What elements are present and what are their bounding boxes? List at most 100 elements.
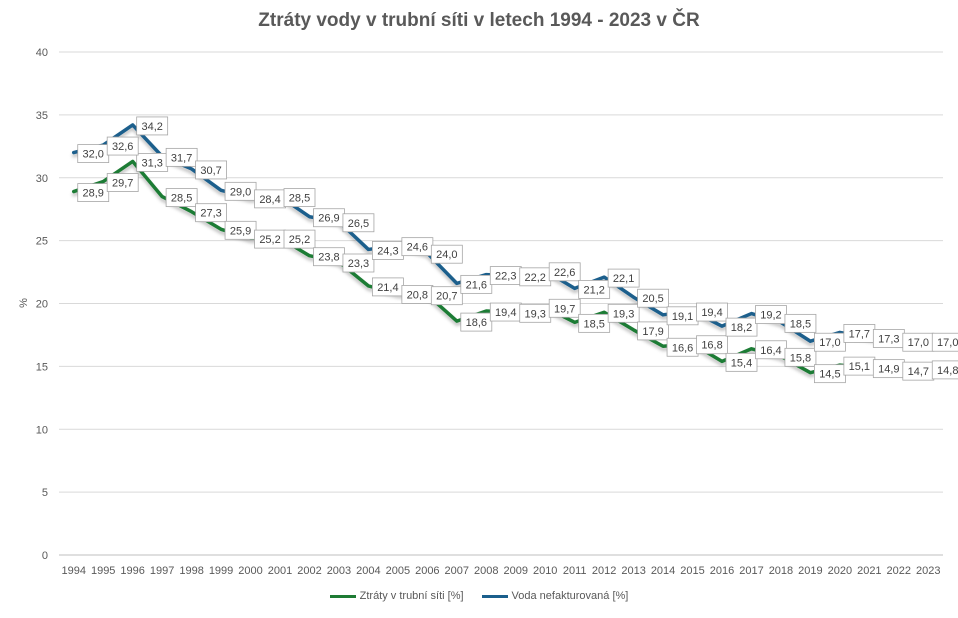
data-label-text: 22,3 xyxy=(495,271,516,283)
legend-swatch xyxy=(329,594,356,598)
y-tick-label: 0 xyxy=(42,550,48,562)
y-tick-label: 5 xyxy=(42,487,48,499)
data-label-text: 15,4 xyxy=(731,357,752,369)
data-label: 14,5 xyxy=(814,364,846,384)
data-label: 16,8 xyxy=(696,335,728,355)
data-label-text: 20,5 xyxy=(642,293,663,305)
x-tick-label: 2019 xyxy=(798,565,822,577)
data-label: 31,7 xyxy=(165,147,198,167)
x-tick-label: 2011 xyxy=(563,565,587,577)
data-label-text: 30,7 xyxy=(200,165,221,177)
data-label: 21,2 xyxy=(578,280,611,299)
x-tick-label: 2002 xyxy=(297,565,321,577)
data-label: 14,9 xyxy=(872,359,905,379)
data-label: 20,7 xyxy=(430,286,463,306)
legend-label: Voda nefakturovaná [%] xyxy=(511,590,629,602)
legend: Ztráty v trubní síti [%] Voda nefakturova… xyxy=(0,590,958,602)
data-label: 25,2 xyxy=(254,229,286,249)
data-label-text: 18,6 xyxy=(466,317,487,329)
data-label: 30,7 xyxy=(195,160,228,180)
data-label-box xyxy=(578,280,611,299)
data-label-text: 27,3 xyxy=(200,208,221,220)
y-tick-label: 35 xyxy=(36,110,48,122)
x-tick-label: 1997 xyxy=(150,565,174,577)
data-label-box xyxy=(607,268,640,288)
data-label-text: 19,3 xyxy=(525,308,546,320)
legend-item: Ztráty v trubní síti [%] xyxy=(329,590,464,602)
x-tick-label: 1996 xyxy=(120,565,144,577)
data-label-box xyxy=(195,160,228,180)
data-label: 32,0 xyxy=(77,144,110,164)
data-label: 14,7 xyxy=(902,361,935,381)
x-tick-label: 2020 xyxy=(828,565,852,577)
data-label-box xyxy=(430,244,463,264)
data-label-text: 23,3 xyxy=(348,258,369,270)
x-tick-label: 1999 xyxy=(209,565,233,577)
data-label-text: 29,7 xyxy=(112,178,133,190)
legend-swatch xyxy=(481,594,508,598)
data-label-text: 34,2 xyxy=(141,121,162,133)
data-label-text: 31,7 xyxy=(171,152,192,164)
data-label-text: 17,0 xyxy=(908,337,929,349)
data-label-box xyxy=(548,298,581,318)
data-label-box xyxy=(931,332,958,352)
data-label-box xyxy=(342,253,375,273)
data-label: 22,3 xyxy=(489,266,522,285)
data-label: 22,6 xyxy=(548,262,581,282)
data-label: 25,9 xyxy=(224,220,257,240)
x-tick-label: 2018 xyxy=(769,565,793,577)
x-tick-label: 2008 xyxy=(474,565,498,577)
data-label: 22,1 xyxy=(607,268,640,288)
data-label-text: 15,1 xyxy=(849,361,870,373)
data-label-text: 18,5 xyxy=(790,318,811,330)
data-label: 17,0 xyxy=(814,332,846,352)
data-label: 19,3 xyxy=(607,303,640,323)
data-label-box xyxy=(725,317,758,337)
data-label-box xyxy=(165,188,198,208)
data-label: 14,8 xyxy=(931,360,958,380)
data-label-text: 21,6 xyxy=(466,279,487,291)
data-label: 15,8 xyxy=(784,347,817,367)
data-label: 29,7 xyxy=(106,173,139,192)
data-label: 19,4 xyxy=(696,302,728,322)
data-label-box xyxy=(165,147,198,167)
data-label: 28,5 xyxy=(165,188,198,208)
data-label-text: 29,0 xyxy=(230,186,251,198)
data-label-box xyxy=(136,116,169,136)
data-label-text: 14,5 xyxy=(819,369,840,381)
x-tick-label: 1994 xyxy=(61,565,85,577)
x-tick-label: 2022 xyxy=(887,565,911,577)
data-label-text: 21,4 xyxy=(377,282,398,294)
data-label: 20,8 xyxy=(401,285,434,304)
data-label-text: 24,3 xyxy=(377,245,398,257)
data-label-box xyxy=(195,203,228,223)
data-label: 23,8 xyxy=(313,247,345,267)
x-tick-label: 2017 xyxy=(739,565,763,577)
data-label: 15,1 xyxy=(843,356,876,376)
data-label: 19,1 xyxy=(666,306,699,326)
data-label: 19,7 xyxy=(548,298,581,318)
data-label-box xyxy=(637,288,669,308)
data-label-box xyxy=(460,312,493,332)
data-label-text: 23,8 xyxy=(318,252,339,264)
data-label: 18,5 xyxy=(578,313,611,333)
data-label-text: 19,3 xyxy=(613,308,634,320)
data-label-text: 16,6 xyxy=(672,342,693,354)
data-label-text: 24,0 xyxy=(436,249,457,261)
data-label-text: 16,8 xyxy=(701,340,722,352)
data-label-box xyxy=(106,136,139,156)
data-label-box xyxy=(283,188,316,208)
x-tick-label: 2007 xyxy=(445,565,469,577)
x-tick-label: 2014 xyxy=(651,565,675,577)
data-label: 18,2 xyxy=(725,317,758,337)
data-label-text: 14,7 xyxy=(908,366,929,378)
data-label-box xyxy=(548,262,581,282)
x-tick-label: 2001 xyxy=(268,565,292,577)
data-label-text: 20,8 xyxy=(407,289,428,301)
x-tick-label: 1995 xyxy=(91,565,115,577)
data-label-box xyxy=(578,313,611,333)
x-tick-label: 2013 xyxy=(621,565,645,577)
data-label-box xyxy=(430,286,463,306)
x-tick-label: 2010 xyxy=(533,565,557,577)
data-label-text: 18,2 xyxy=(731,322,752,334)
